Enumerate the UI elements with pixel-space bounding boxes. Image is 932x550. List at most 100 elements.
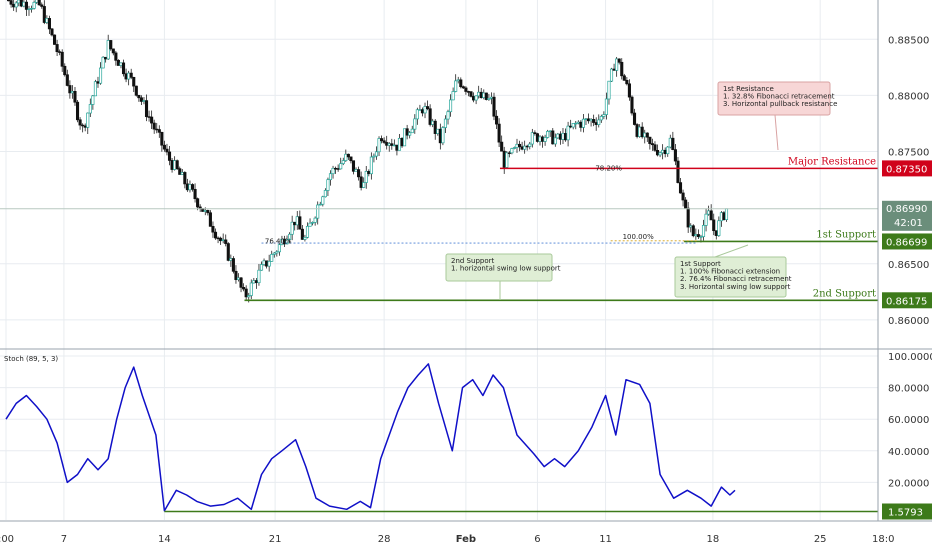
candle-body: [538, 136, 542, 142]
badge-bg: [882, 233, 932, 250]
candle-body: [193, 188, 197, 200]
stoch-value-badge: 1.5793: [882, 503, 932, 520]
price-tick-label: 0.88500: [888, 35, 929, 46]
candlestick: [244, 285, 248, 301]
candlestick: [78, 117, 82, 130]
candle-body: [257, 269, 261, 284]
candle-body: [668, 137, 672, 148]
candlestick: [175, 159, 179, 171]
candle-body: [377, 138, 381, 153]
candle-body: [236, 277, 241, 280]
candlestick: [231, 256, 235, 274]
candlestick: [88, 98, 92, 118]
candle-body: [206, 210, 210, 214]
candlestick: [150, 110, 154, 130]
candle-body: [213, 231, 218, 239]
candle-body: [311, 221, 315, 224]
price-chart[interactable]: [7, 0, 729, 303]
candle-body: [262, 260, 266, 265]
candlestick: [533, 130, 537, 136]
candle-body: [530, 132, 534, 145]
candlestick: [111, 48, 115, 56]
price-tick-label: 0.87500: [888, 148, 929, 159]
stoch-line[interactable]: [5, 363, 736, 512]
candle-body: [316, 204, 320, 219]
candlestick: [328, 170, 333, 186]
candle-body: [127, 72, 131, 80]
candlestick: [211, 221, 215, 238]
candle-body: [586, 118, 591, 122]
candle-body: [515, 143, 519, 148]
stoch-title: Stoch (89, 5, 3): [4, 355, 58, 363]
candle-body: [106, 40, 110, 60]
note-line: 1. 100% Fibonacci extension: [680, 268, 780, 276]
candlestick: [446, 109, 450, 125]
fib-label: 76.40%: [265, 238, 292, 246]
candlestick: [415, 107, 419, 125]
candlestick: [272, 252, 276, 258]
candle-body: [622, 75, 626, 81]
candlestick: [167, 146, 172, 166]
candlestick: [259, 261, 264, 271]
candle-body: [86, 112, 90, 128]
candle-body: [178, 168, 182, 175]
candle-body: [724, 208, 729, 220]
candle-body: [293, 221, 297, 226]
candlestick: [474, 95, 478, 105]
candle-body: [32, 1, 36, 9]
candlestick: [308, 218, 312, 227]
candle-body: [645, 132, 649, 138]
candlestick: [673, 144, 677, 166]
candlestick: [671, 131, 675, 151]
candle-body: [221, 239, 225, 242]
candlestick: [635, 123, 639, 139]
candlestick: [47, 15, 51, 35]
stochastic-panel[interactable]: Stoch (89, 5, 3): [4, 355, 878, 513]
candle-body: [676, 160, 680, 183]
candlestick: [364, 165, 368, 189]
candle-body: [535, 133, 539, 142]
candle-body: [599, 116, 603, 121]
candle-body: [208, 212, 212, 227]
candle-body: [446, 111, 450, 120]
candle-body: [334, 167, 338, 170]
candlestick: [318, 201, 322, 206]
candle-body: [546, 131, 550, 138]
candle-body: [466, 91, 471, 93]
candle-body: [47, 18, 51, 30]
note-box: [674, 256, 787, 298]
candlestick: [134, 85, 138, 97]
candlestick: [546, 129, 550, 139]
candle-body: [203, 210, 207, 212]
candlestick: [484, 92, 488, 101]
candle-body: [111, 48, 115, 54]
candle-body: [451, 91, 455, 101]
candlestick: [290, 215, 294, 241]
candle-body: [290, 221, 294, 235]
candlestick: [316, 201, 320, 225]
candle-body: [27, 8, 31, 11]
candle-body: [129, 72, 133, 78]
candlestick: [620, 58, 624, 80]
candle-body: [561, 133, 565, 140]
candle-body: [380, 138, 384, 142]
candle-body: [528, 143, 532, 147]
candlestick: [224, 234, 228, 247]
candlestick: [717, 216, 721, 237]
candlestick: [469, 91, 473, 98]
note-line: 1. 32.8% Fibonacci retracement: [723, 93, 835, 101]
candlestick: [581, 113, 585, 133]
candlestick: [678, 177, 683, 194]
candle-body: [157, 129, 161, 133]
candle-body: [295, 216, 299, 226]
candle-body: [63, 65, 67, 76]
candlestick: [497, 118, 501, 148]
candlestick: [607, 80, 611, 105]
candle-body: [661, 149, 665, 154]
candlestick: [428, 104, 432, 127]
candlestick: [492, 92, 496, 121]
candlestick: [604, 92, 608, 120]
candlestick: [461, 85, 465, 89]
time-tick-label: Feb: [456, 534, 476, 545]
